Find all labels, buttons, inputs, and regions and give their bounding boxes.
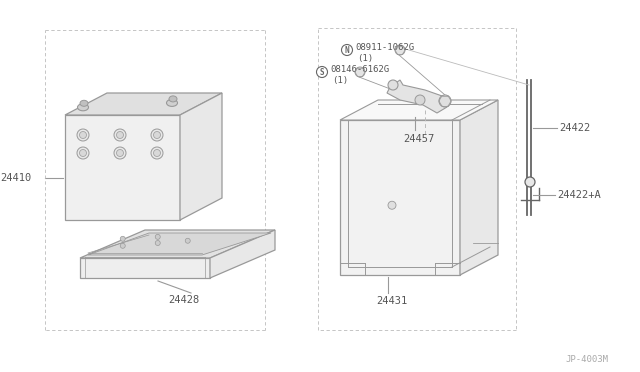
Polygon shape [210, 230, 275, 278]
Circle shape [185, 238, 190, 243]
Text: 24457: 24457 [403, 134, 435, 144]
Circle shape [317, 67, 328, 77]
Text: 24422+A: 24422+A [557, 190, 601, 200]
Polygon shape [340, 100, 498, 120]
Circle shape [79, 150, 86, 157]
Polygon shape [80, 230, 275, 258]
Text: S: S [320, 67, 324, 77]
Polygon shape [460, 100, 498, 275]
Circle shape [439, 95, 451, 107]
Circle shape [116, 131, 124, 138]
Text: (1): (1) [332, 76, 348, 84]
Circle shape [151, 129, 163, 141]
Polygon shape [387, 80, 447, 113]
Polygon shape [65, 93, 222, 115]
Circle shape [151, 147, 163, 159]
Polygon shape [340, 120, 460, 275]
Circle shape [120, 243, 125, 248]
Ellipse shape [80, 100, 88, 106]
Polygon shape [65, 115, 180, 220]
Text: JP-4003M: JP-4003M [565, 356, 608, 365]
Circle shape [156, 234, 160, 239]
Circle shape [342, 45, 353, 55]
Text: 08146-6162G: 08146-6162G [330, 64, 389, 74]
Text: 24428: 24428 [168, 295, 199, 305]
Circle shape [114, 147, 126, 159]
Polygon shape [180, 93, 222, 220]
Circle shape [79, 131, 86, 138]
Text: 24422: 24422 [559, 122, 590, 132]
Circle shape [525, 177, 535, 187]
Text: 24431: 24431 [376, 296, 407, 306]
Circle shape [120, 236, 125, 241]
Circle shape [154, 150, 161, 157]
Text: N: N [345, 45, 349, 55]
Circle shape [415, 95, 425, 105]
Polygon shape [88, 233, 271, 255]
Polygon shape [80, 258, 210, 278]
Circle shape [388, 80, 398, 90]
Circle shape [154, 131, 161, 138]
Circle shape [156, 241, 160, 246]
Circle shape [395, 45, 405, 55]
Text: 08911-1062G: 08911-1062G [355, 42, 414, 51]
Ellipse shape [166, 99, 177, 106]
Ellipse shape [169, 96, 177, 102]
Text: 24410: 24410 [0, 173, 31, 183]
Ellipse shape [77, 104, 88, 111]
Circle shape [77, 129, 89, 141]
Circle shape [116, 150, 124, 157]
Circle shape [355, 67, 365, 77]
Circle shape [77, 147, 89, 159]
Circle shape [114, 129, 126, 141]
Circle shape [388, 201, 396, 209]
Text: (1): (1) [357, 54, 373, 62]
